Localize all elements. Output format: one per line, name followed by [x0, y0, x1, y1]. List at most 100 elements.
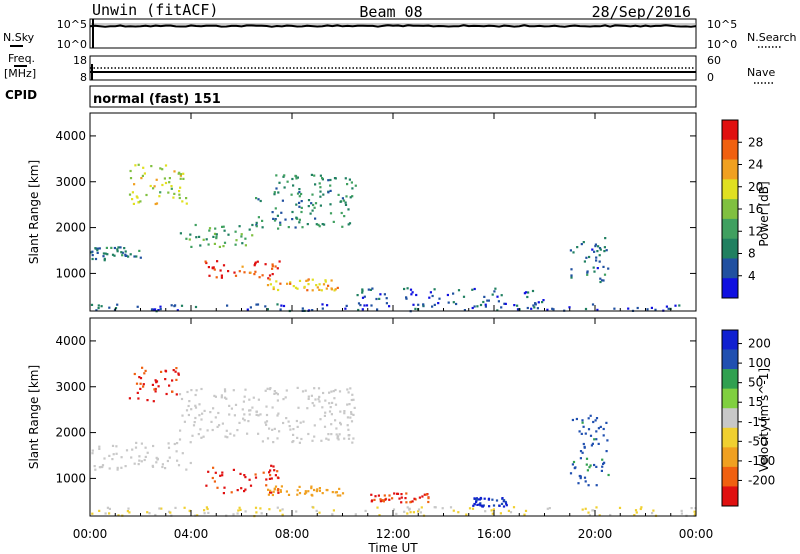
velocity-echo-cell	[352, 437, 354, 439]
velocity-echo-cell	[413, 511, 415, 513]
power-echo-cell	[324, 279, 326, 281]
power-echo-cell	[344, 308, 346, 310]
power-echo-cell	[180, 178, 182, 180]
power-echo-cell	[593, 271, 595, 273]
power-echo-cell	[224, 242, 226, 244]
velocity-echo-cell	[318, 396, 320, 398]
velocity-ytick-label: 3000	[55, 380, 86, 394]
power-echo-cell	[180, 232, 182, 234]
power-echo-cell	[279, 283, 281, 285]
power-echo-cell	[314, 183, 316, 185]
velocity-echo-cell	[585, 508, 587, 510]
velocity-echo-cell	[596, 417, 598, 419]
power-echo-cell	[527, 291, 529, 293]
velocity-echo-cell	[332, 491, 334, 493]
velocity-echo-cell	[320, 440, 322, 442]
velocity-echo-cell	[593, 438, 595, 440]
velocity-echo-cell	[98, 446, 100, 448]
power-echo-cell	[270, 283, 272, 285]
velocity-echo-cell	[277, 507, 279, 509]
velocity-echo-cell	[105, 512, 107, 514]
velocity-echo-cell	[185, 469, 187, 471]
velocity-echo-cell	[590, 435, 592, 437]
power-echo-cell	[279, 224, 281, 226]
velocity-echo-cell	[306, 407, 308, 409]
velocity-echo-cell	[272, 406, 274, 408]
velocity-echo-cell	[207, 429, 209, 431]
velocity-echo-cell	[194, 421, 196, 423]
power-colorbar-swatch	[722, 160, 738, 180]
velocity-echo-cell	[305, 490, 307, 492]
power-echo-cell	[273, 286, 275, 288]
velocity-echo-cell	[319, 487, 321, 489]
velocity-echo-cell	[242, 418, 244, 420]
velocity-echo-cell	[347, 416, 349, 418]
power-echo-cell	[269, 278, 271, 280]
velocity-echo-cell	[311, 440, 313, 442]
velocity-echo-cell	[403, 511, 405, 513]
velocity-echo-cell	[343, 410, 345, 412]
velocity-echo-cell	[176, 450, 178, 452]
velocity-echo-cell	[268, 428, 270, 430]
velocity-echo-cell	[370, 494, 372, 496]
power-echo-cell	[277, 289, 279, 291]
power-colorbar-swatch	[722, 278, 738, 298]
velocity-echo-cell	[421, 506, 423, 508]
velocity-echo-cell	[324, 400, 326, 402]
velocity-echo-cell	[143, 372, 145, 374]
power-echo-cell	[505, 303, 507, 305]
power-echo-cell	[274, 191, 276, 193]
velocity-echo-cell	[168, 385, 170, 387]
velocity-echo-cell	[354, 407, 356, 409]
velocity-echo-cell	[419, 497, 421, 499]
noise-right-tick-top: 10^5	[707, 18, 737, 31]
velocity-echo-cell	[229, 433, 231, 435]
velocity-echo-cell	[407, 506, 409, 508]
power-echo-cell	[203, 239, 205, 241]
power-echo-cell	[296, 288, 298, 290]
velocity-echo-cell	[116, 453, 118, 455]
cpid-value: normal (fast) 151	[93, 92, 221, 107]
velocity-echo-cell	[339, 422, 341, 424]
velocity-echo-cell	[330, 406, 332, 408]
velocity-echo-cell	[311, 395, 313, 397]
velocity-echo-cell	[134, 463, 136, 465]
velocity-echo-cell	[476, 498, 478, 500]
velocity-echo-cell	[457, 511, 459, 513]
power-echo-cell	[361, 292, 363, 294]
velocity-echo-cell	[393, 492, 395, 494]
velocity-echo-cell	[195, 394, 197, 396]
velocity-echo-cell	[491, 499, 493, 501]
power-echo-cell	[422, 303, 424, 305]
velocity-echo-cell	[98, 510, 100, 512]
velocity-echo-cell	[595, 430, 597, 432]
velocity-echo-cell	[193, 424, 195, 426]
velocity-echo-cell	[591, 444, 593, 446]
velocity-echo-cell	[586, 464, 588, 466]
power-echo-cell	[106, 247, 108, 249]
power-echo-cell	[596, 250, 598, 252]
power-echo-cell	[220, 269, 222, 271]
velocity-echo-cell	[592, 421, 594, 423]
velocity-echo-cell	[499, 505, 501, 507]
power-echo-cell	[240, 235, 242, 237]
velocity-echo-cell	[198, 414, 200, 416]
velocity-echo-cell	[388, 494, 390, 496]
velocity-echo-cell	[292, 434, 294, 436]
velocity-echo-cell	[188, 400, 190, 402]
velocity-echo-cell	[330, 423, 332, 425]
velocity-echo-cell	[302, 390, 304, 392]
power-echo-cell	[294, 175, 296, 177]
velocity-echo-cell	[373, 499, 375, 501]
velocity-echo-cell	[409, 508, 411, 510]
velocity-echo-cell	[281, 485, 283, 487]
power-echo-cell	[245, 244, 247, 246]
power-echo-cell	[254, 271, 256, 273]
velocity-colorbar-swatch	[722, 330, 738, 350]
velocity-echo-cell	[296, 494, 298, 496]
velocity-echo-cell	[215, 472, 217, 474]
velocity-echo-cell	[255, 473, 257, 475]
power-echo-cell	[412, 304, 414, 306]
velocity-echo-cell	[249, 409, 251, 411]
power-echo-cell	[526, 296, 528, 298]
